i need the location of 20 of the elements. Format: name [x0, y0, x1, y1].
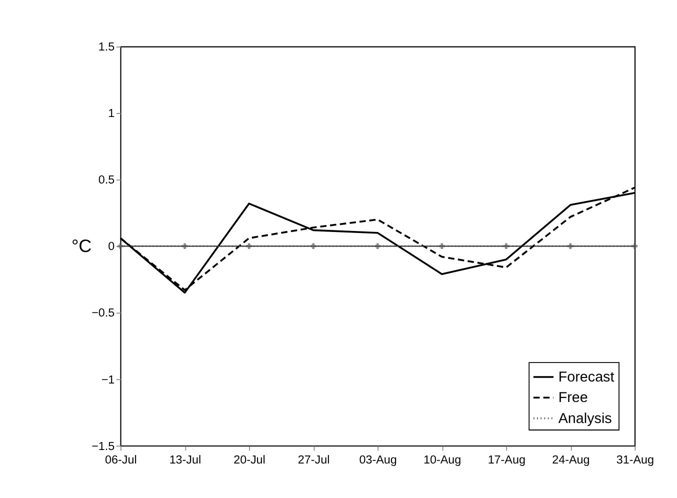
y-tick-label: 0	[108, 240, 116, 254]
y-tick-label: −1	[101, 373, 115, 386]
x-tick-label: 03-Aug	[359, 453, 397, 466]
y-tick-label: 1	[108, 107, 115, 120]
x-tick-label: 27-Jul	[298, 453, 330, 466]
x-tick-label: 24-Aug	[552, 453, 590, 466]
x-tick-label: 31-Aug	[616, 453, 654, 466]
x-tick-label: 20-Jul	[234, 453, 266, 466]
legend-label: Free	[558, 390, 588, 406]
x-tick-label: 13-Jul	[169, 453, 202, 466]
x-tick-label: 06-Jul	[105, 453, 137, 466]
y-tick-label: −1.5	[92, 440, 115, 453]
legend-label: Forecast	[558, 369, 614, 386]
y-tick-label: 1.5	[98, 40, 115, 54]
y-tick-label: 0.5	[98, 174, 115, 187]
x-tick-label: 10-Aug	[424, 453, 462, 466]
x-tick-label: 17-Aug	[488, 453, 526, 466]
y-tick-label: −0.5	[92, 306, 115, 320]
legend-label: Analysis	[558, 410, 612, 427]
y-axis-title: °C	[71, 236, 92, 256]
